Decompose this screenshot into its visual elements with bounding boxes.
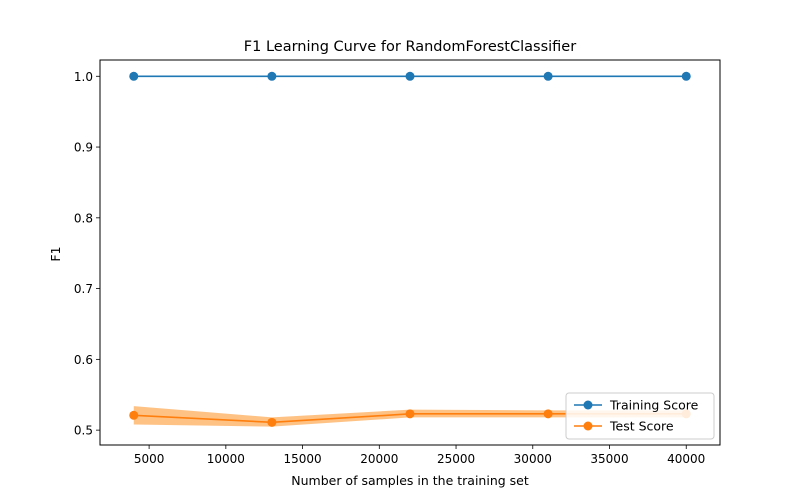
x-tick-label: 30000 [514, 452, 552, 466]
series-1-point [129, 410, 139, 420]
legend-label: Training Score [609, 398, 699, 413]
y-tick-label: 0.9 [74, 141, 93, 155]
y-tick-label: 0.8 [74, 211, 93, 225]
y-tick-label: 1.0 [74, 70, 93, 84]
series-1-point [405, 409, 415, 419]
x-tick-label: 25000 [437, 452, 475, 466]
y-tick-label: 0.6 [74, 353, 93, 367]
chart-title: F1 Learning Curve for RandomForestClassi… [244, 39, 576, 55]
series-0-point [129, 71, 139, 81]
axes: 5000 10000 15000 20000 25000 30000 35000 40000 0… [74, 70, 705, 466]
x-tick-label: 40000 [667, 452, 705, 466]
x-tick-label: 35000 [590, 452, 628, 466]
series-0-point [267, 71, 277, 81]
series-0-point [405, 71, 415, 81]
plot-area [129, 71, 691, 427]
legend-label: Test Score [609, 419, 674, 434]
x-tick-label: 10000 [207, 452, 245, 466]
x-tick-label: 5000 [134, 452, 165, 466]
x-tick-label: 20000 [360, 452, 398, 466]
y-tick-label: 0.5 [74, 424, 93, 438]
y-axis-label: F1 [48, 246, 63, 261]
series-1-point [267, 417, 277, 427]
legend-swatch-marker [583, 400, 593, 410]
legend-swatch-marker [583, 421, 593, 431]
series-1-point [543, 409, 553, 419]
series-0-point [543, 71, 553, 81]
x-axis-label: Number of samples in the training set [291, 473, 529, 488]
x-tick-label: 15000 [283, 452, 321, 466]
series-0-point [681, 71, 691, 81]
plot-frame [99, 59, 721, 446]
legend: Training Score Test Score [565, 392, 715, 440]
legend-box [565, 392, 715, 440]
y-tick-label: 0.7 [74, 282, 93, 296]
